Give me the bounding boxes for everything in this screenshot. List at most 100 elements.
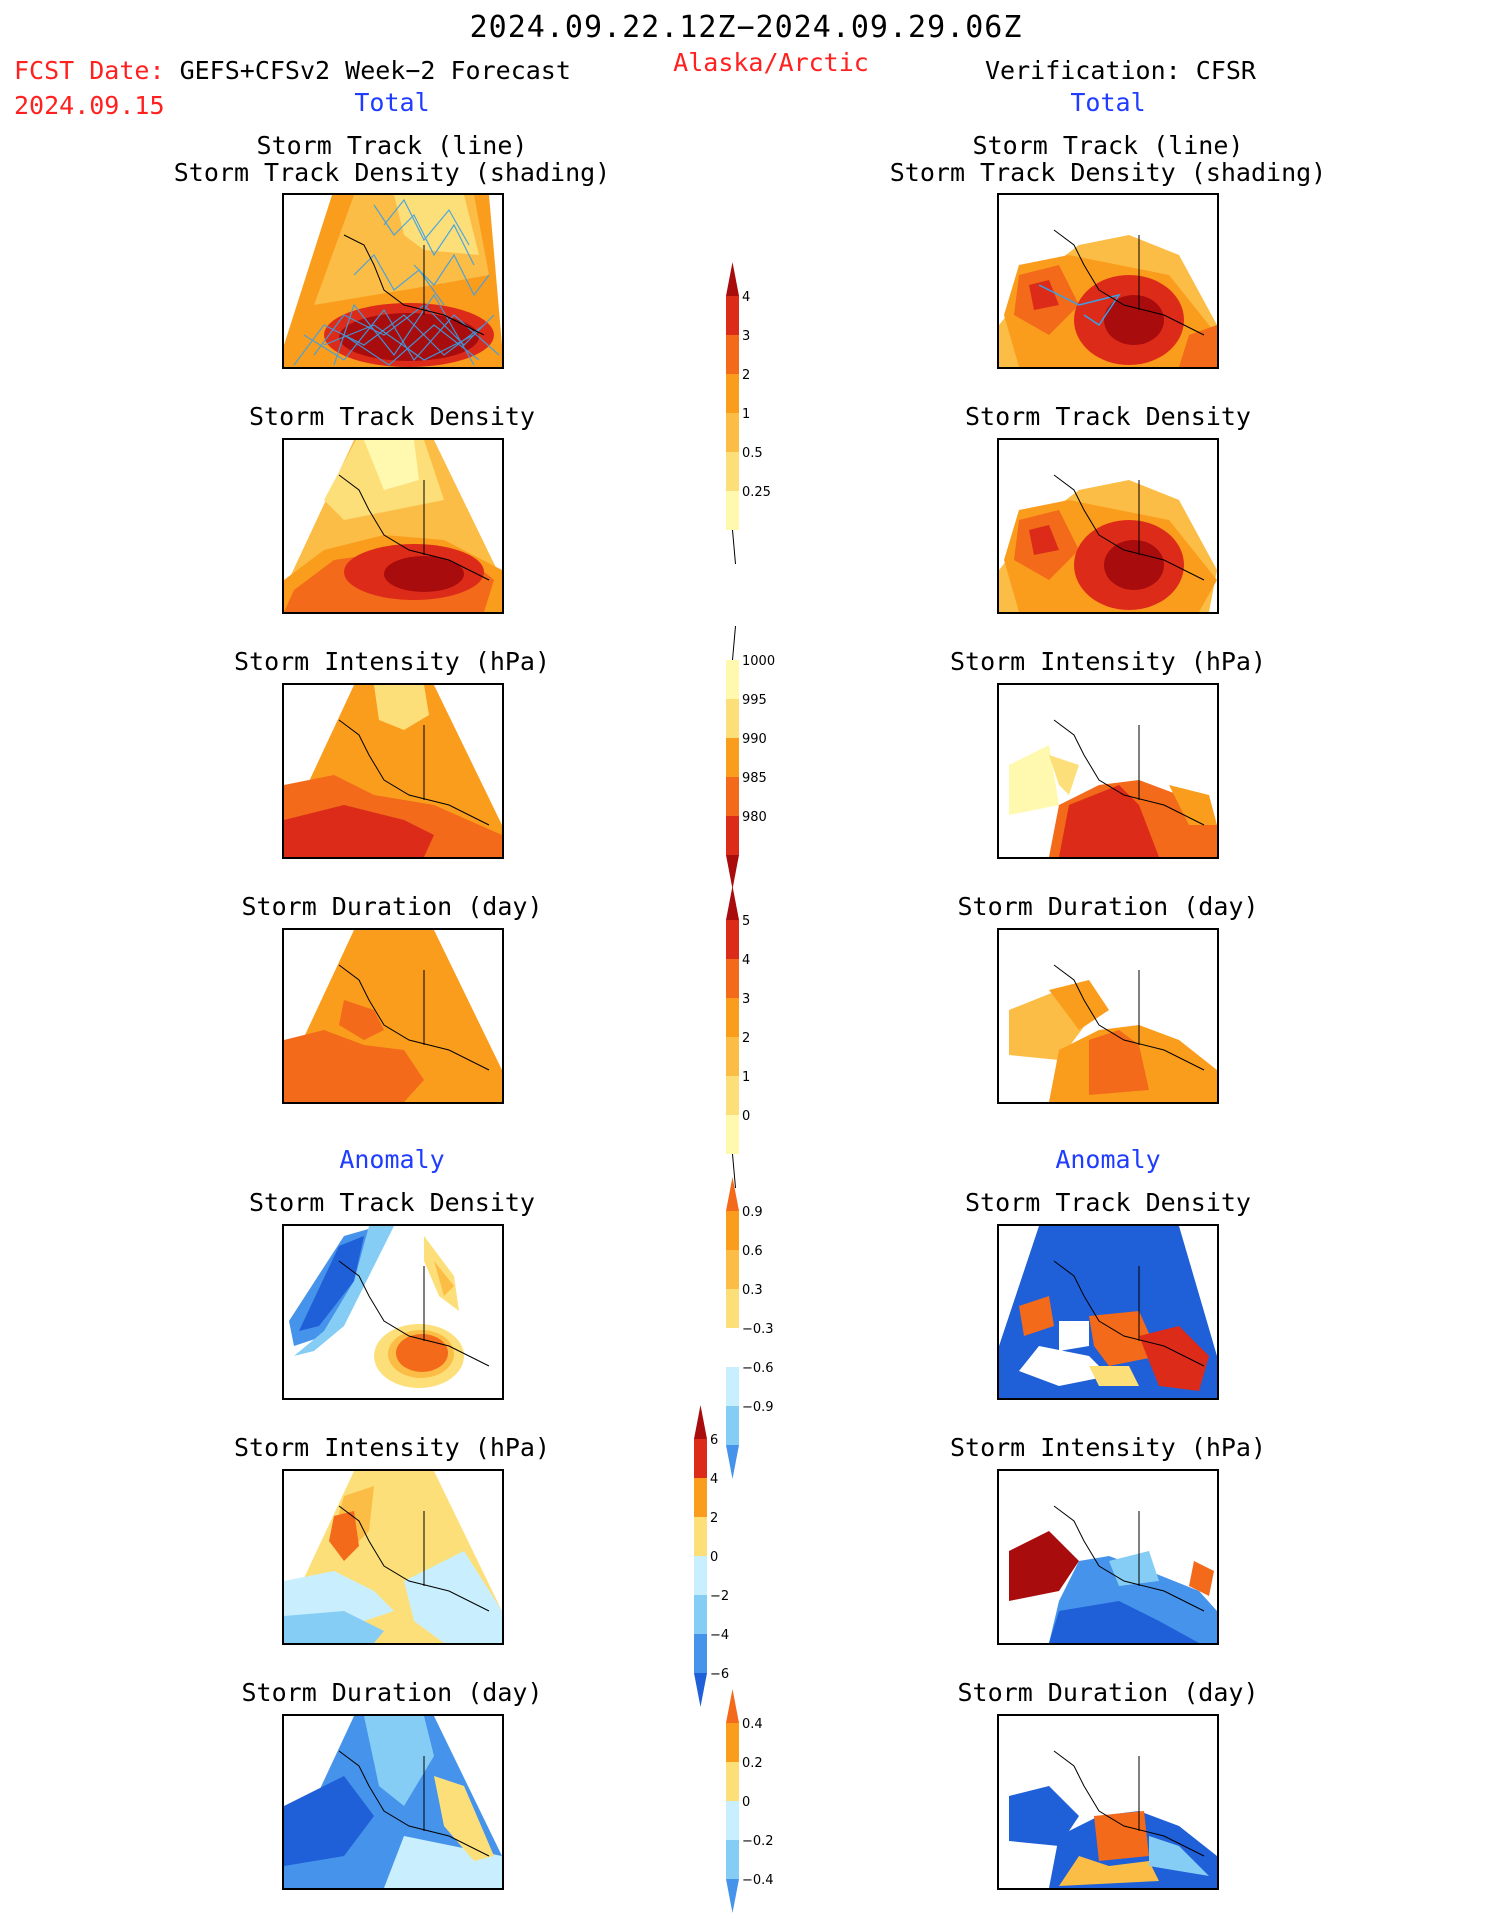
colorbar-swatch	[726, 1289, 739, 1328]
colorbar-tick-label: −4	[710, 1628, 729, 1643]
colorbar-swatch	[694, 1478, 707, 1517]
map-cfsr-intensity	[997, 683, 1219, 859]
title-track-line-left: Storm Track (line)	[256, 131, 528, 160]
fcst-date-label: FCST Date:	[14, 56, 165, 85]
colorbar-anom-density: 0.9 0.6 0.3 −0.3 −0.6 −0.9	[722, 1177, 782, 1479]
fcst-product: GEFS+CFSv2 Week−2 Forecast	[179, 56, 571, 85]
map-cfsr-density	[997, 438, 1219, 614]
colorbar-swatch	[726, 1723, 739, 1762]
title-anom-intensity-right: Storm Intensity (hPa)	[949, 1433, 1267, 1462]
title-intensity-left: Storm Intensity (hPa)	[233, 647, 551, 676]
colorbar-swatch	[726, 1762, 739, 1801]
map-cfsr-track-line	[997, 193, 1219, 369]
title-anom-duration-left: Storm Duration (day)	[241, 1678, 543, 1707]
colorbar-swatch	[726, 777, 739, 816]
colorbar-tick-label: 6	[710, 1433, 718, 1448]
map-fcst-duration	[282, 928, 504, 1104]
map-fcst-track-line	[282, 193, 504, 369]
colorbar-swatch	[726, 1115, 739, 1154]
section-anomaly-left: Anomaly	[339, 1145, 445, 1174]
map-cfsr-anom-duration	[997, 1714, 1219, 1890]
title-anom-duration-right: Storm Duration (day)	[957, 1678, 1259, 1707]
title-track-line-right: Storm Track (line)	[972, 131, 1244, 160]
colorbar-swatch	[726, 1406, 739, 1445]
colorbar-swatch	[726, 262, 739, 296]
colorbar-tick-label: 3	[742, 329, 750, 344]
map-fcst-anom-intensity	[282, 1469, 504, 1645]
colorbar-swatch	[694, 1405, 707, 1439]
map-cfsr-anom-intensity	[997, 1469, 1219, 1645]
colorbar-swatch	[726, 660, 739, 699]
colorbar-swatch	[726, 920, 739, 959]
colorbar-tick-label: −0.4	[742, 1873, 774, 1888]
colorbar-swatch	[726, 699, 739, 738]
colorbar-swatch	[726, 886, 739, 920]
colorbar-swatch	[726, 1177, 739, 1211]
colorbar-swatch	[726, 1689, 739, 1723]
colorbar-tick-label: 4	[710, 1472, 718, 1487]
title-track-shading-right: Storm Track Density (shading)	[889, 158, 1327, 187]
map-fcst-anom-duration	[282, 1714, 504, 1890]
date-range-title: 2024.09.22.12Z−2024.09.29.06Z	[469, 10, 1023, 45]
colorbar-tick-label: 2	[742, 368, 750, 383]
colorbar-tick-label: 1	[742, 1070, 750, 1085]
colorbar-tick-label: 1000	[742, 654, 775, 669]
title-duration-right: Storm Duration (day)	[957, 892, 1259, 921]
colorbar-tick-label: −0.3	[742, 1322, 774, 1337]
colorbar-tick-label: 990	[742, 732, 767, 747]
colorbar-swatch	[726, 738, 739, 777]
title-density-left: Storm Track Density	[249, 402, 535, 431]
colorbar-intensity: 1000 995 990 985 980	[722, 625, 782, 890]
colorbar-tick-label: 0.4	[742, 1717, 763, 1732]
colorbar-swatch	[726, 1037, 739, 1076]
colorbar-swatch	[694, 1517, 707, 1556]
colorbar-swatch	[726, 1076, 739, 1115]
title-intensity-right: Storm Intensity (hPa)	[949, 647, 1267, 676]
colorbar-tick-label: −0.6	[742, 1361, 774, 1376]
colorbar-tick-label: 0	[710, 1550, 718, 1565]
title-duration-left: Storm Duration (day)	[241, 892, 543, 921]
colorbar-swatch	[726, 1801, 739, 1840]
map-fcst-intensity	[282, 683, 504, 859]
colorbar-swatch	[726, 335, 739, 374]
title-anom-density-left: Storm Track Density	[249, 1188, 535, 1217]
region-label: Alaska/Arctic	[673, 48, 869, 77]
colorbar-tick-label: −6	[710, 1667, 729, 1682]
colorbar-tick-label: 1	[742, 407, 750, 422]
colorbar-swatch	[726, 1211, 739, 1250]
colorbar-tick-label: 0	[742, 1795, 750, 1810]
colorbar-swatch	[726, 998, 739, 1037]
colorbar-tick-label: 0.25	[742, 485, 771, 500]
fcst-date: 2024.09.15	[14, 91, 165, 120]
section-anomaly-right: Anomaly	[1055, 1145, 1161, 1174]
colorbar-tick-label: 0.5	[742, 446, 763, 461]
fcst-header: FCST Date: GEFS+CFSv2 Week−2 Forecast	[14, 56, 571, 85]
title-anom-intensity-left: Storm Intensity (hPa)	[233, 1433, 551, 1462]
colorbar-tick-label: 985	[742, 771, 767, 786]
colorbar-tick-label: −0.9	[742, 1400, 774, 1415]
verification-label: Verification: CFSR	[985, 56, 1256, 85]
colorbar-swatch	[726, 452, 739, 491]
colorbar-swatch	[726, 1879, 739, 1913]
colorbar-tick-label: 0.6	[742, 1244, 763, 1259]
colorbar-swatch	[726, 1445, 739, 1479]
colorbar-density: 4 3 2 1 0.5 0.25	[722, 262, 782, 565]
colorbar-swatch	[726, 1250, 739, 1289]
colorbar-tick-label: 995	[742, 693, 767, 708]
colorbar-tick-label: −2	[710, 1589, 729, 1604]
map-cfsr-anom-density	[997, 1224, 1219, 1400]
colorbar-swatch	[726, 413, 739, 452]
colorbar-swatch	[694, 1595, 707, 1634]
colorbar-swatch	[726, 296, 739, 335]
colorbar-swatch	[726, 374, 739, 413]
title-density-right: Storm Track Density	[965, 402, 1251, 431]
colorbar-swatch	[694, 1556, 707, 1595]
colorbar-anom-intensity: 6 4 2 0 −2 −4 −6	[690, 1405, 750, 1719]
colorbar-swatch	[726, 491, 739, 530]
colorbar-swatch	[726, 855, 739, 889]
colorbar-duration: 5 4 3 2 1 0	[722, 886, 782, 1189]
colorbar-swatch	[726, 1328, 739, 1367]
colorbar-tick-label: 0.2	[742, 1756, 763, 1771]
colorbar-swatch	[726, 959, 739, 998]
colorbar-tick-label: 4	[742, 953, 750, 968]
